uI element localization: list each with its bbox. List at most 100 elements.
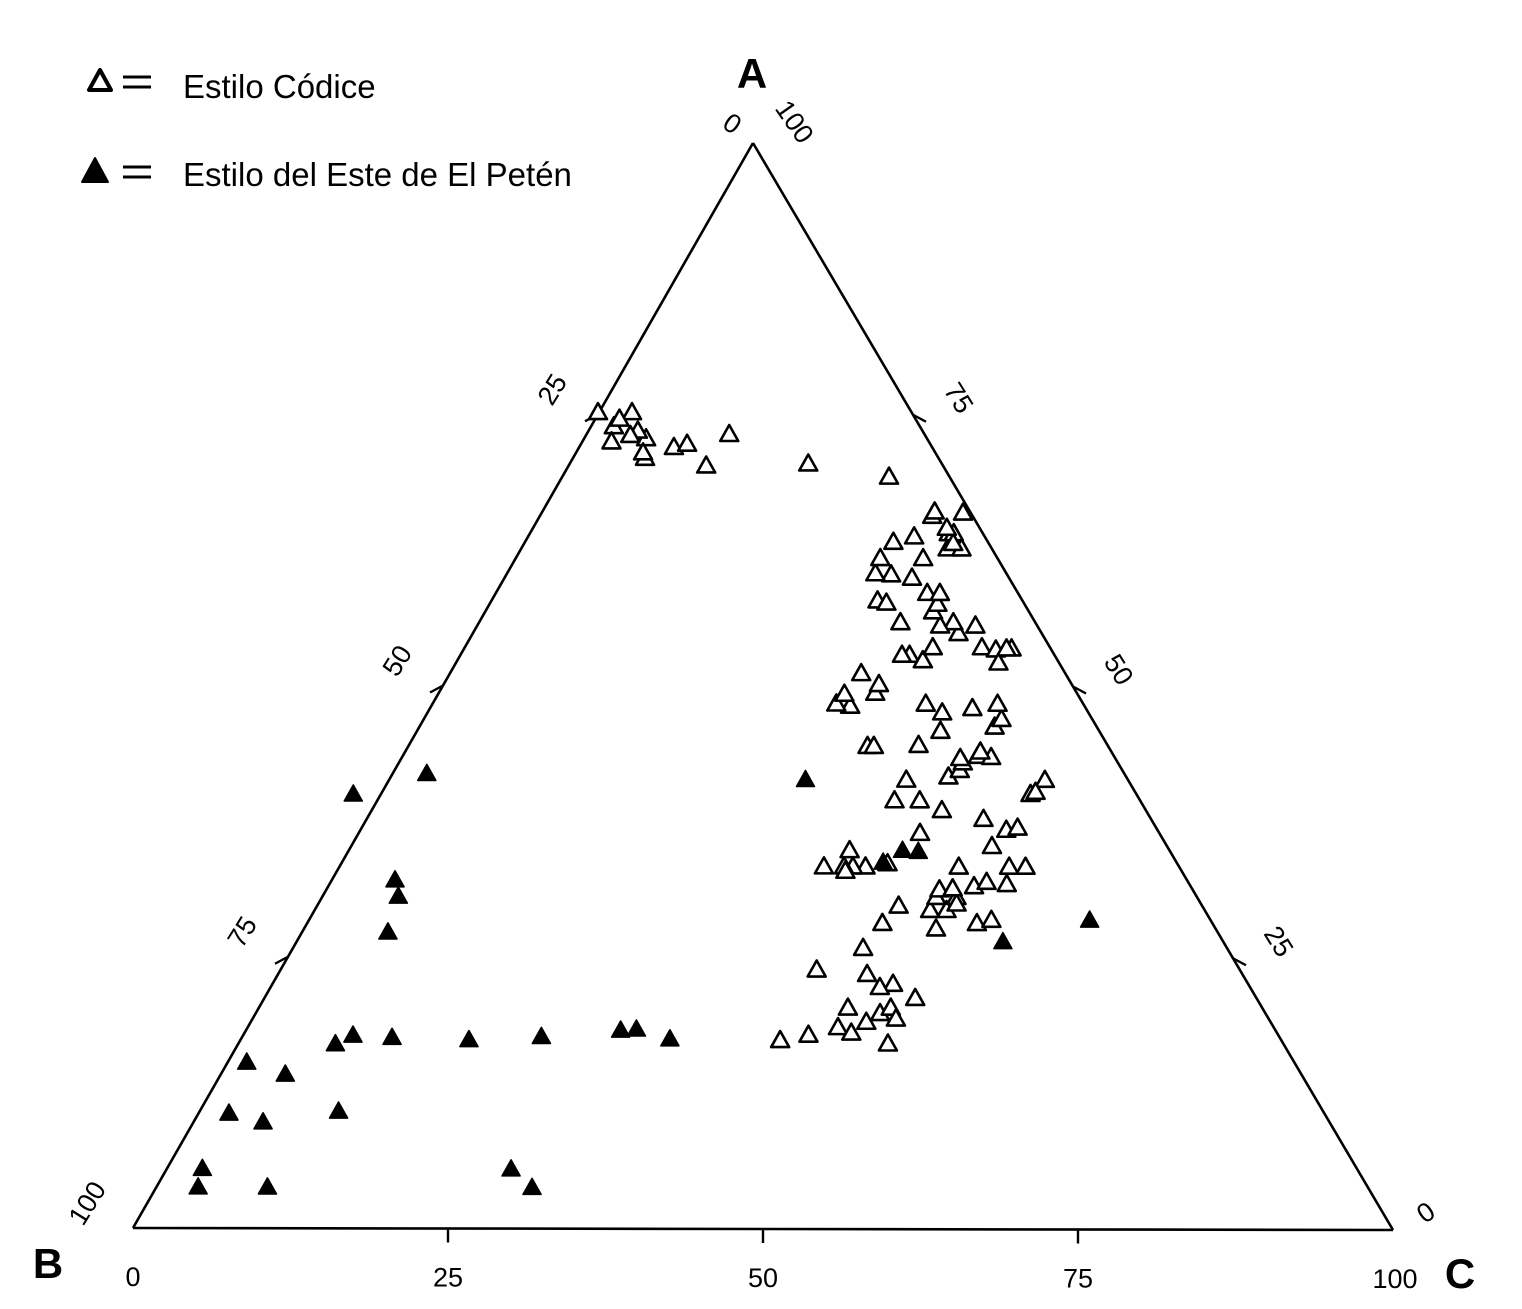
codice-point-77 xyxy=(891,644,913,664)
codice-point-36 xyxy=(976,871,997,891)
codice-point-118 xyxy=(676,433,698,453)
codice-point-67 xyxy=(987,693,1008,713)
peten-point-24 xyxy=(873,852,893,870)
open-triangle-icon xyxy=(87,68,151,92)
codice-point-4 xyxy=(837,997,859,1016)
peten-point-5 xyxy=(236,1052,257,1070)
peten-point-19 xyxy=(531,1026,552,1045)
codice-point-121 xyxy=(632,442,654,461)
codice-point-62 xyxy=(863,735,885,755)
codice-point-111 xyxy=(952,502,974,521)
codice-point-110 xyxy=(924,501,945,520)
codice-point-38 xyxy=(996,873,1018,893)
codice-point-94 xyxy=(901,567,923,586)
codice-point-48 xyxy=(884,789,905,809)
codice-point-63 xyxy=(930,720,951,740)
codice-point-5 xyxy=(855,1011,877,1031)
tick-left-50 xyxy=(429,684,444,694)
tick-label-c-75: 75 xyxy=(1063,1264,1093,1294)
codice-point-125 xyxy=(609,408,630,427)
codice-point-1 xyxy=(798,1024,819,1043)
codice-point-75 xyxy=(850,662,872,682)
codice-point-96 xyxy=(876,592,897,611)
tick-right-25 xyxy=(1232,957,1247,967)
codice-point-99 xyxy=(869,547,891,567)
tick-label-b-100: 100 xyxy=(63,1176,112,1230)
codice-point-102 xyxy=(903,526,925,545)
codice-point-78 xyxy=(912,649,934,669)
tick-label-b-0: 0 xyxy=(717,107,747,140)
ternary-frame xyxy=(131,142,1395,1232)
codice-point-86 xyxy=(996,638,1017,657)
peten-point-10 xyxy=(382,1027,402,1046)
tick-label-a-50: 50 xyxy=(1098,649,1139,690)
peten-point-23 xyxy=(795,769,816,788)
codice-point-40 xyxy=(1015,856,1036,875)
tick-right-50 xyxy=(1072,685,1087,695)
codice-point-53 xyxy=(1025,781,1046,801)
codice-point-68 xyxy=(962,697,983,717)
peten-point-1 xyxy=(188,1177,208,1195)
tick-label-a-0: 0 xyxy=(1411,1196,1441,1229)
codice-point-80 xyxy=(890,611,911,631)
peten-point-3 xyxy=(219,1103,239,1121)
codice-point-79 xyxy=(922,636,944,656)
codice-point-72 xyxy=(825,693,847,712)
codice-point-43 xyxy=(1007,817,1028,836)
tick-label-c-0: 0 xyxy=(125,1262,140,1292)
tick-label-a-100: 100 xyxy=(769,95,819,149)
peten-point-20 xyxy=(610,1020,631,1038)
codice-point-17 xyxy=(872,912,893,932)
codice-point-91 xyxy=(927,593,948,613)
peten-point-2 xyxy=(257,1177,278,1195)
tick-label-a-25: 25 xyxy=(1258,921,1299,962)
codice-point-69 xyxy=(915,693,937,712)
codice-point-27 xyxy=(942,878,963,897)
legend-label-peten: Estilo del Este de El Petén xyxy=(183,156,572,193)
codice-point-97 xyxy=(880,564,902,583)
codice-point-101 xyxy=(912,547,934,567)
legend-label-codice: Estilo Códice xyxy=(183,68,376,105)
codice-point-39 xyxy=(998,856,1020,875)
codice-point-88 xyxy=(943,611,964,631)
codice-point-49 xyxy=(895,769,917,788)
tick-label-c-25: 25 xyxy=(433,1263,463,1293)
codice-point-51 xyxy=(1034,769,1056,789)
codice-point-108 xyxy=(936,517,958,537)
codice-point-100 xyxy=(883,531,904,551)
codice-point-87 xyxy=(965,615,986,634)
codice-point-107 xyxy=(942,532,964,552)
tick-label-b-25: 25 xyxy=(532,369,573,410)
codice-point-31 xyxy=(813,856,835,875)
codice-point-9 xyxy=(885,1008,907,1027)
codice-point-0 xyxy=(769,1029,791,1049)
tick-label-c-50: 50 xyxy=(748,1263,778,1293)
ternary-tick-labels: 0 25 50 75 100 0 25 50 75 100 0 25 50 75 100 xyxy=(63,95,1441,1294)
peten-point-13 xyxy=(388,886,409,904)
peten-point-18 xyxy=(522,1177,542,1196)
codice-point-89 xyxy=(929,615,951,634)
codice-point-82 xyxy=(948,622,969,642)
tick-label-c-100: 100 xyxy=(1372,1264,1417,1294)
peten-point-15 xyxy=(343,784,364,802)
peten-point-27 xyxy=(993,931,1013,950)
codice-point-114 xyxy=(718,423,740,443)
vertex-label-b: B xyxy=(33,1240,63,1287)
tick-label-a-75: 75 xyxy=(938,377,979,418)
codice-point-59 xyxy=(970,741,991,760)
tick-label-b-50: 50 xyxy=(377,640,418,681)
codice-point-18 xyxy=(919,899,941,919)
peten-point-4 xyxy=(253,1111,273,1130)
ternary-ticks xyxy=(274,413,1247,1244)
peten-point-9 xyxy=(343,1025,363,1043)
codice-point-117 xyxy=(695,455,717,474)
codice-point-46 xyxy=(931,799,953,819)
codice-point-12 xyxy=(806,959,827,978)
codice-point-3 xyxy=(877,1033,899,1052)
tick-label-b-75: 75 xyxy=(222,911,263,952)
codice-point-124 xyxy=(621,401,643,421)
filled-triangle-icon xyxy=(81,157,151,183)
codice-point-44 xyxy=(973,808,994,828)
peten-point-6 xyxy=(275,1064,296,1082)
